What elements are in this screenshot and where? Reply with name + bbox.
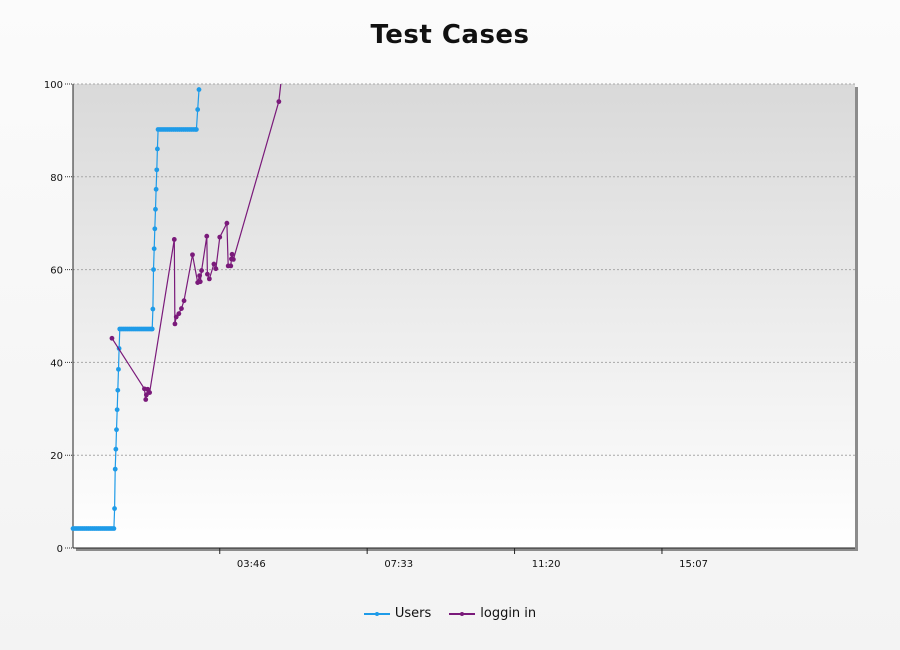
data-point-loggin-in [190, 252, 195, 258]
data-point-users [150, 306, 156, 312]
data-point-users [155, 146, 160, 152]
data-point-users [154, 167, 160, 173]
data-point-users [193, 127, 199, 132]
legend: Users loggin in [0, 606, 900, 621]
data-point-loggin-in [197, 273, 203, 279]
data-point-loggin-in [230, 256, 236, 262]
data-point-users [151, 267, 156, 272]
legend-label-loggin-in: loggin in [480, 606, 537, 621]
y-tick-label: 100 [44, 80, 63, 91]
x-tick-label: 11:20 [532, 559, 561, 570]
x-tick-label: 15:07 [679, 559, 708, 570]
data-point-loggin-in [204, 233, 210, 239]
data-point-users [113, 446, 119, 452]
data-point-loggin-in [229, 251, 235, 257]
legend-item-users: Users [363, 606, 432, 621]
data-point-users [111, 526, 117, 531]
data-point-users [151, 246, 157, 252]
legend-label-users: Users [394, 606, 432, 621]
data-point-users [112, 506, 117, 511]
data-point-loggin-in [109, 335, 115, 341]
y-tick-label: 20 [50, 451, 63, 462]
x-tick-label: 07:33 [384, 559, 413, 570]
data-point-loggin-in [147, 390, 153, 395]
y-tick-label: 80 [50, 173, 63, 184]
series-layer [70, 83, 282, 531]
data-point-users [196, 87, 202, 92]
data-point-loggin-in [181, 298, 187, 304]
data-point-loggin-in [224, 220, 230, 226]
data-point-loggin-in [199, 268, 204, 273]
chart-title: Test Cases [370, 20, 530, 50]
data-point-users [153, 186, 159, 192]
data-point-loggin-in [205, 271, 210, 277]
x-tick-label: 03:46 [237, 559, 266, 570]
legend-swatch-loggin-in [449, 611, 476, 616]
data-point-users [114, 427, 119, 433]
data-point-users [116, 366, 121, 372]
data-point-loggin-in [179, 306, 184, 311]
data-point-users [149, 326, 155, 332]
data-point-loggin-in [176, 311, 182, 317]
data-point-loggin-in [213, 266, 219, 272]
data-point-users [112, 466, 118, 472]
legend-item-loggin-in: loggin in [449, 606, 536, 621]
data-point-loggin-in [173, 314, 179, 320]
axes: 0 20 40 60 80 100 03:46 07:33 11:20 15:07 [44, 80, 855, 570]
data-point-loggin-in [228, 263, 234, 269]
data-point-loggin-in [276, 99, 282, 105]
y-tick-label: 0 [57, 544, 63, 555]
data-point-users [195, 107, 201, 112]
data-point-loggin-in [197, 279, 203, 285]
data-point-loggin-in [143, 397, 149, 402]
plot-area [73, 84, 855, 548]
data-point-loggin-in [211, 261, 217, 267]
data-point-loggin-in [217, 234, 223, 240]
series-group [70, 83, 282, 531]
y-tick-label: 40 [50, 358, 63, 369]
data-point-loggin-in [172, 321, 178, 327]
legend-swatch-users [363, 611, 390, 616]
data-point-users [115, 387, 121, 393]
y-tick-label: 60 [50, 266, 63, 277]
data-point-loggin-in [171, 237, 177, 242]
data-point-loggin-in [206, 276, 212, 282]
data-point-users [152, 226, 158, 232]
data-point-users [153, 206, 158, 212]
data-point-users [114, 407, 120, 413]
